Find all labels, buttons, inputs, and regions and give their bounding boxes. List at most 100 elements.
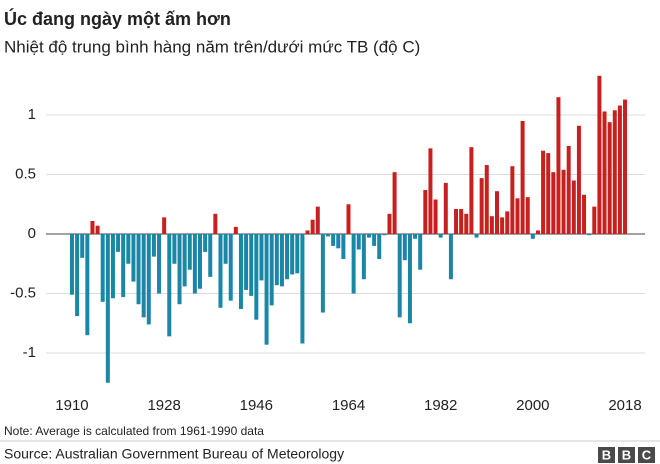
y-tick-label: 0.5 <box>15 166 36 183</box>
bar <box>402 234 407 261</box>
bar <box>520 120 525 235</box>
bar <box>351 234 356 294</box>
bar <box>407 234 412 324</box>
bar <box>315 206 320 235</box>
chart-subtitle: Nhiệt độ trung bình hàng năm trên/dưới m… <box>4 37 420 56</box>
bar <box>223 234 228 264</box>
bar <box>597 75 602 235</box>
bar <box>423 190 428 235</box>
bar <box>110 234 115 299</box>
bar <box>320 234 325 313</box>
bar <box>623 99 628 235</box>
bar <box>377 234 382 260</box>
y-tick-label: -0.5 <box>10 284 36 301</box>
bar <box>203 234 208 252</box>
bar <box>228 234 233 301</box>
bar <box>90 220 95 235</box>
bar <box>326 234 331 237</box>
bar <box>151 234 156 257</box>
bar <box>561 169 566 235</box>
bar <box>285 234 290 280</box>
bar <box>100 234 105 302</box>
bar <box>213 213 218 235</box>
bar <box>157 234 162 294</box>
logo-letter: B <box>602 447 611 462</box>
logo-letter: C <box>642 447 652 462</box>
x-tick-label: 1910 <box>55 397 88 414</box>
bar <box>331 234 336 246</box>
bar <box>541 150 546 235</box>
bar <box>356 234 361 250</box>
bar <box>254 234 259 320</box>
bar <box>397 234 402 318</box>
bar <box>310 219 315 235</box>
bar <box>341 234 346 260</box>
bar <box>197 234 202 289</box>
x-tick-label: 1982 <box>424 397 457 414</box>
bar <box>479 178 484 235</box>
bar <box>448 234 453 280</box>
bar <box>464 213 469 235</box>
bar <box>428 148 433 235</box>
bar <box>495 191 500 235</box>
bar <box>433 199 438 235</box>
bar <box>249 234 254 296</box>
bar <box>208 234 213 277</box>
bar <box>556 97 561 235</box>
x-tick-label: 2000 <box>516 397 549 414</box>
bar <box>418 234 423 270</box>
bar <box>95 225 100 235</box>
bar <box>126 234 131 264</box>
note: Note: Average is calculated from 1961-19… <box>4 424 264 438</box>
bar <box>617 105 622 235</box>
bar <box>546 153 551 235</box>
bar <box>146 234 151 325</box>
bar <box>474 234 479 238</box>
bar <box>290 234 295 275</box>
bar <box>218 234 223 308</box>
bar <box>244 234 249 290</box>
bar <box>387 213 392 235</box>
bar <box>469 147 474 235</box>
bar <box>259 234 264 281</box>
bar <box>372 234 377 246</box>
bar <box>454 209 459 235</box>
logo-box <box>618 447 635 463</box>
bar <box>192 234 197 294</box>
bar <box>612 110 617 235</box>
bar <box>602 111 607 235</box>
bar <box>182 234 187 287</box>
bar <box>392 172 397 235</box>
bar <box>587 234 592 236</box>
bar <box>121 234 126 298</box>
bar <box>85 234 90 336</box>
bar <box>116 234 121 252</box>
bar <box>69 234 74 295</box>
bar <box>274 234 279 286</box>
chart-title: Úc đang ngày một ấm hơn <box>4 8 231 29</box>
x-tick-label: 1964 <box>332 397 365 414</box>
bar <box>515 198 520 235</box>
bar <box>141 234 146 318</box>
bar <box>75 234 80 317</box>
bar <box>510 166 515 235</box>
source: Source: Australian Government Bureau of … <box>4 446 344 462</box>
bar <box>535 230 540 235</box>
bar <box>80 234 85 258</box>
bar <box>361 234 366 280</box>
bar <box>566 145 571 235</box>
bar <box>136 234 141 305</box>
bar <box>238 234 243 309</box>
bar <box>131 234 136 282</box>
bar <box>233 226 238 235</box>
bar <box>172 234 177 264</box>
bar <box>582 194 587 235</box>
bar <box>105 234 110 383</box>
bar <box>295 234 300 274</box>
x-tick-label: 1928 <box>147 397 180 414</box>
y-tick-label: 1 <box>28 106 36 123</box>
bar <box>162 217 167 235</box>
bar <box>269 234 274 306</box>
bar <box>576 125 581 235</box>
